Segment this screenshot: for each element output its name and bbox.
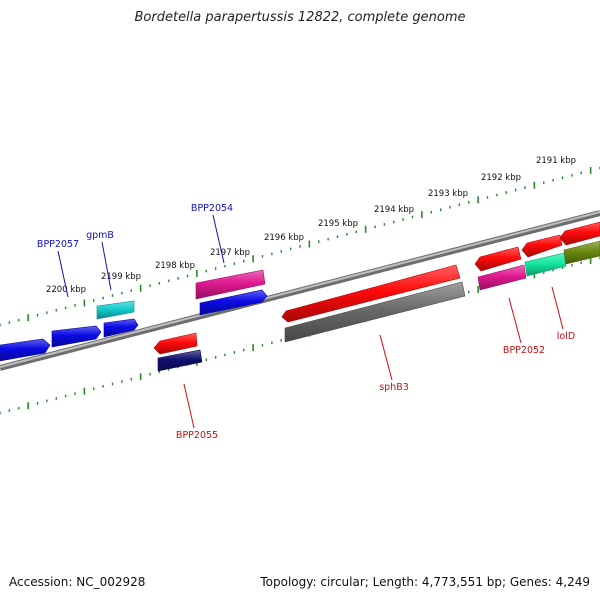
gene-feature-forward xyxy=(96,300,135,320)
gene-leader-line xyxy=(508,297,522,344)
gene-label: sphB3 xyxy=(379,382,409,393)
gene-label: BPP2057 xyxy=(37,239,79,250)
kbp-label: 2192 kbp xyxy=(481,173,521,183)
gene-label: BPP2055 xyxy=(176,430,218,441)
gene-feature-reverse xyxy=(477,264,527,291)
gene-feature-forward xyxy=(281,264,461,323)
genome-summary-label: Topology: circular; Length: 4,773,551 bp… xyxy=(260,575,590,589)
gene-feature-forward xyxy=(195,269,266,300)
gene-label: gpmB xyxy=(86,230,114,241)
gene-feature-reverse xyxy=(284,281,466,343)
gene-feature-forward xyxy=(0,338,51,362)
kbp-label: 2198 kbp xyxy=(155,261,195,271)
gene-feature-forward xyxy=(51,325,102,348)
figure-title: Bordetella parapertussis 12822, complete… xyxy=(134,10,466,25)
kbp-label: 2194 kbp xyxy=(374,205,414,215)
gene-label: lolD xyxy=(557,331,575,342)
kbp-label: 2191 kbp xyxy=(536,156,576,166)
gene-leader-line xyxy=(551,286,564,330)
gene-leader-line xyxy=(57,250,69,298)
kbp-label: 2193 kbp xyxy=(428,189,468,199)
gene-feature-reverse xyxy=(563,240,600,265)
accession-label: Accession: NC_002928 xyxy=(9,575,146,589)
kbp-label: 2196 kbp xyxy=(264,233,304,243)
gene-feature-reverse xyxy=(157,349,203,372)
gene-feature-forward xyxy=(559,221,600,246)
gene-feature-reverse xyxy=(153,332,198,355)
gene-label: BPP2052 xyxy=(503,345,545,356)
gene-feature-forward xyxy=(474,246,522,272)
kbp-label: 2195 kbp xyxy=(318,219,358,229)
gene-leader-line xyxy=(379,334,393,381)
gene-feature-forward xyxy=(199,289,268,316)
genome-backbone-highlight xyxy=(0,211,600,368)
gene-label: BPP2054 xyxy=(191,203,233,214)
kbp-label: 2197 kbp xyxy=(210,248,250,258)
gene-leader-line xyxy=(101,241,112,291)
gene-feature-reverse xyxy=(524,252,567,277)
gene-leader-line xyxy=(183,383,195,429)
gene-feature-forward xyxy=(103,318,139,338)
gene-feature-forward xyxy=(521,234,563,258)
kbp-label: 2199 kbp xyxy=(101,272,141,282)
gene-leader-line xyxy=(212,214,225,264)
